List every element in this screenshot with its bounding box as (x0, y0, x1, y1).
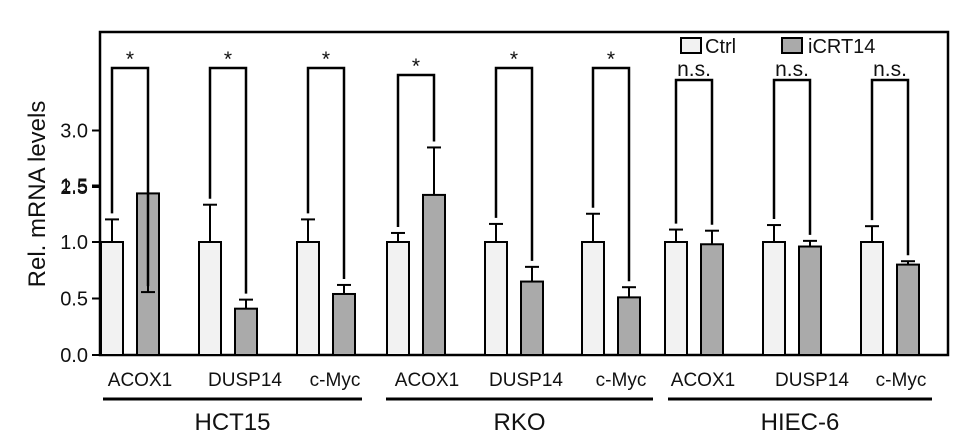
bar (332, 292, 356, 357)
x-axis-labels: ACOX1 DUSP14 c-Myc ACOX1 DUSP14 c-Myc ACOX1 DUS… (103, 370, 932, 436)
y-tick-label: 1.0 (60, 232, 88, 254)
bar (198, 241, 222, 356)
y-tick-label: 1.5 (60, 176, 88, 198)
significance-brackets: * * * * * * n.s. n.s. n.s. (110, 48, 910, 294)
category-label: DUSP14 (775, 370, 849, 391)
bar (700, 243, 724, 356)
significance-bracket (494, 66, 534, 261)
category-label: ACOX1 (671, 370, 735, 391)
bar (520, 280, 544, 356)
bar (617, 296, 641, 356)
legend: Ctrl iCRT14 (680, 36, 875, 58)
significance-bracket (674, 78, 714, 225)
significance-label: n.s. (873, 58, 907, 81)
bar (484, 241, 508, 356)
category-label: c-Myc (596, 370, 647, 391)
bar (860, 241, 884, 356)
y-axis: 0.0 0.5 1.0 1.52.5 3.0 (60, 121, 100, 367)
significance-bracket (772, 78, 812, 235)
y-tick-label: 0.0 (60, 345, 88, 367)
legend-swatch (680, 37, 702, 54)
legend-swatch (781, 37, 803, 54)
bar (422, 193, 446, 356)
bar (386, 241, 410, 356)
significance-label: * (322, 48, 330, 71)
significance-label: n.s. (775, 58, 809, 81)
significance-label: * (126, 48, 134, 71)
significance-label: * (510, 48, 518, 71)
y-axis-label: Rel. mRNA levels (24, 101, 51, 288)
group-label: RKO (493, 409, 545, 436)
significance-label: * (412, 55, 420, 78)
significance-bracket (110, 66, 150, 287)
group-label: HIEC-6 (761, 409, 840, 436)
y-tick-label: 0.5 (60, 289, 88, 311)
bars (100, 146, 920, 357)
bar (234, 307, 258, 357)
bar (296, 241, 320, 356)
bar (581, 241, 605, 356)
significance-bracket (396, 73, 436, 227)
bar (798, 245, 822, 357)
significance-bracket (870, 78, 910, 256)
legend-label: iCRT14 (808, 36, 875, 58)
y-tick-label: 3.0 (60, 121, 88, 143)
significance-bracket (208, 66, 248, 294)
significance-label: n.s. (677, 58, 711, 81)
category-label: DUSP14 (489, 370, 563, 391)
group-label: HCT15 (194, 409, 270, 436)
category-label: c-Myc (876, 370, 927, 391)
significance-bracket (591, 66, 631, 282)
category-label: ACOX1 (395, 370, 459, 391)
legend-label: Ctrl (705, 36, 736, 58)
significance-label: * (224, 48, 232, 71)
category-label: DUSP14 (208, 370, 282, 391)
bar (896, 263, 920, 357)
significance-bracket (306, 66, 346, 279)
y-tick-label: 2.5 (60, 177, 88, 199)
significance-label: * (607, 48, 615, 71)
bar (100, 241, 124, 356)
bar (762, 241, 786, 356)
bar (664, 241, 688, 356)
category-label: c-Myc (310, 370, 361, 391)
category-label: ACOX1 (108, 370, 172, 391)
